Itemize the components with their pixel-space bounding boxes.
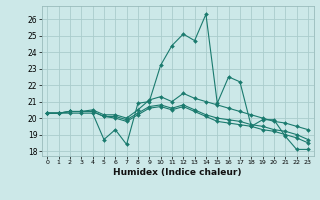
X-axis label: Humidex (Indice chaleur): Humidex (Indice chaleur) — [113, 168, 242, 177]
